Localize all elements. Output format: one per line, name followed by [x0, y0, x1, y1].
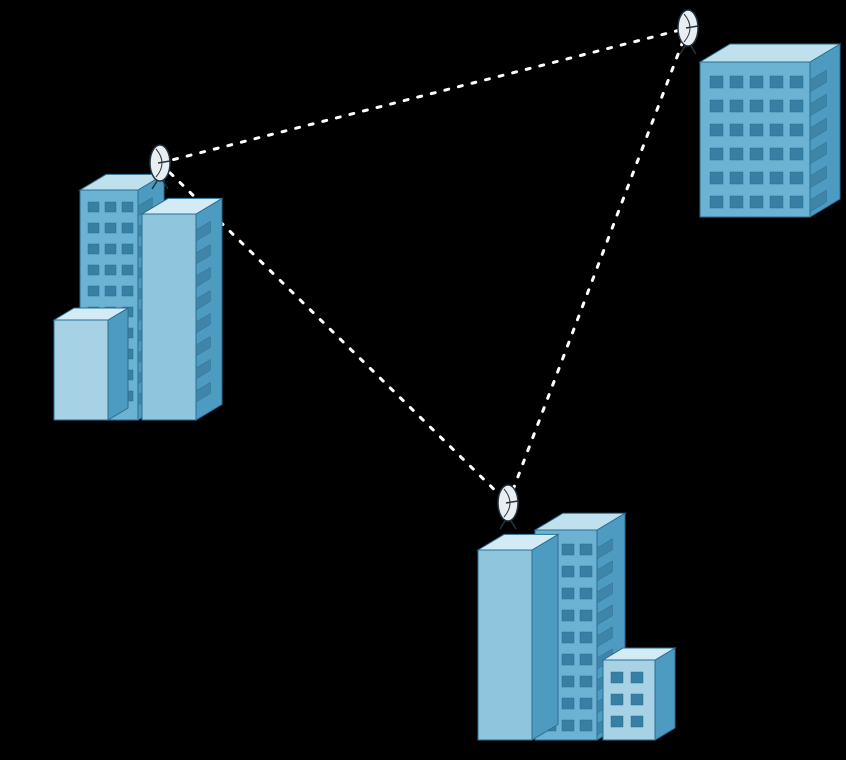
wireless-link — [160, 28, 688, 163]
links-layer — [160, 28, 688, 503]
site-node — [478, 485, 675, 740]
antenna-dish-icon — [498, 485, 518, 529]
network-diagram — [0, 0, 846, 760]
site-node — [54, 145, 222, 420]
antenna-dish-icon — [678, 10, 698, 54]
site-node — [678, 10, 840, 217]
wireless-link — [508, 28, 688, 503]
